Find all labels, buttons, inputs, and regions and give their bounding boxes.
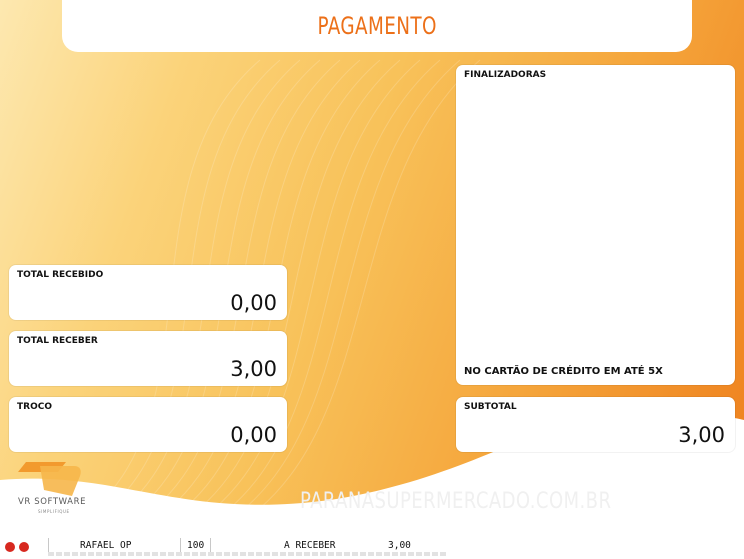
- total-recebido-label: TOTAL RECEBIDO: [17, 270, 104, 280]
- terminal-number: 100: [187, 540, 205, 551]
- vr-software-logo: [18, 462, 81, 496]
- status-amount: 3,00: [388, 540, 411, 551]
- finalizadoras-label: FINALIZADORAS: [464, 70, 547, 80]
- finalizadoras-panel[interactable]: FINALIZADORAS NO CARTÃO DE CRÉDITO EM AT…: [456, 65, 735, 385]
- status-text: A RECEBER: [284, 540, 336, 551]
- status-separator: [180, 538, 181, 552]
- total-receber-value: 3,00: [230, 357, 277, 381]
- logo-subtext: SIMPLIFIQUE: [38, 509, 70, 514]
- total-receber-label: TOTAL RECEBER: [17, 336, 98, 346]
- store-website: PARANASUPERMERCADO.COM.BR: [300, 489, 612, 514]
- lock-indicator-icon: [19, 542, 29, 552]
- total-recebido-value: 0,00: [230, 291, 277, 315]
- status-underline: [48, 552, 448, 556]
- subtotal-value: 3,00: [678, 423, 725, 447]
- page-header: PAGAMENTO: [62, 0, 692, 52]
- troco-panel: TROCO 0,00: [9, 397, 287, 452]
- operator-name: RAFAEL OP: [80, 540, 132, 551]
- subtotal-label: SUBTOTAL: [464, 402, 517, 412]
- troco-label: TROCO: [17, 402, 52, 412]
- status-separator: [48, 538, 49, 552]
- status-bar: RAFAEL OP 100 A RECEBER 3,00: [0, 535, 744, 559]
- page-title: PAGAMENTO: [317, 12, 437, 40]
- logo-text: VR SOFTWARE: [18, 497, 87, 507]
- status-indicator-icon: [5, 542, 15, 552]
- status-separator: [210, 538, 211, 552]
- total-receber-panel: TOTAL RECEBER 3,00: [9, 331, 287, 386]
- total-recebido-panel: TOTAL RECEBIDO 0,00: [9, 265, 287, 320]
- subtotal-panel: SUBTOTAL 3,00: [456, 397, 735, 452]
- credit-card-note: NO CARTÃO DE CRÉDITO EM ATÉ 5X: [464, 366, 663, 377]
- troco-value: 0,00: [230, 423, 277, 447]
